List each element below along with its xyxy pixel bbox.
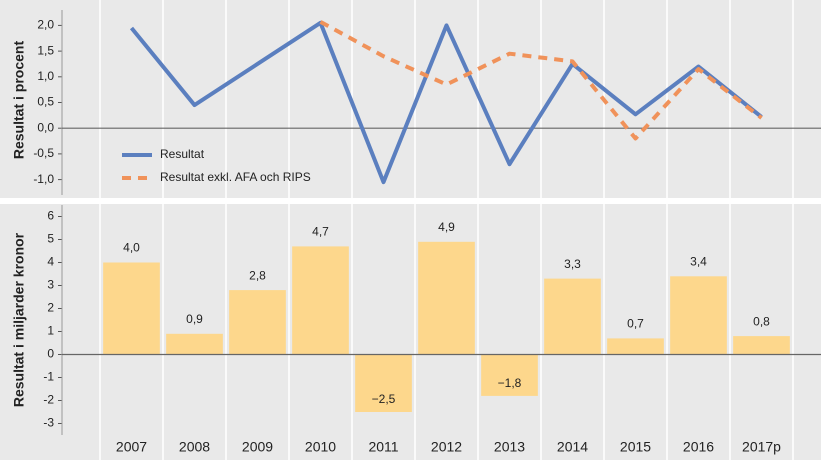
y-tick-label: 2,0 <box>37 18 54 32</box>
value-label: −1,8 <box>498 376 522 390</box>
value-label: 0,8 <box>753 314 770 328</box>
x-tick-label: 2007 <box>116 439 147 455</box>
x-tick-label: 2015 <box>620 439 651 455</box>
bar <box>292 246 349 355</box>
value-label: 2,8 <box>249 268 266 282</box>
x-tick-label: 2016 <box>683 439 714 455</box>
bar <box>481 354 538 396</box>
x-tick-label: 2012 <box>431 439 462 455</box>
legend-label: Resultat exkl. AFA och RIPS <box>160 170 311 184</box>
value-label: 0,7 <box>627 317 644 331</box>
y-tick-label: 0,5 <box>37 95 54 109</box>
y-tick-label: -1 <box>43 370 54 384</box>
y-tick-label: -2 <box>43 393 54 407</box>
x-tick-label: 2017p <box>742 439 781 455</box>
legend-label: Resultat <box>160 147 205 161</box>
y-tick-label: 5 <box>47 232 54 246</box>
y-axis-title: Resultat i procent <box>11 41 27 160</box>
bar <box>229 290 286 355</box>
x-tick-label: 2009 <box>242 439 273 455</box>
x-tick-label: 2011 <box>368 439 398 455</box>
bar <box>607 338 664 355</box>
x-tick-label: 2010 <box>305 439 336 455</box>
value-label: 0,9 <box>186 312 203 326</box>
line-series <box>129 20 763 185</box>
bar <box>418 241 475 355</box>
line-series <box>319 20 763 141</box>
x-tick-label: 2014 <box>557 439 588 455</box>
y-tick-label: 2 <box>47 301 54 315</box>
y-tick-label: 3 <box>47 278 54 292</box>
value-label: 4,9 <box>438 220 455 234</box>
value-label: −2,5 <box>372 392 396 406</box>
x-tick-label: 2008 <box>179 439 210 455</box>
y-tick-label: -1,0 <box>33 172 54 186</box>
y-tick-label: 1,0 <box>37 69 54 83</box>
panel-separator <box>0 198 821 204</box>
y-tick-label: 4 <box>47 255 54 269</box>
y-tick-label: 6 <box>47 209 54 223</box>
bar <box>544 278 601 355</box>
value-label: 3,4 <box>690 254 707 268</box>
x-tick-label: 2013 <box>494 439 525 455</box>
y-tick-label: 1,5 <box>37 43 54 57</box>
bar <box>355 354 412 412</box>
value-label: 4,7 <box>312 225 329 239</box>
bar <box>670 276 727 355</box>
y-tick-label: 0,0 <box>37 120 54 134</box>
bar <box>733 336 790 355</box>
bar <box>103 262 160 355</box>
value-label: 4,0 <box>123 241 140 255</box>
bar <box>166 333 223 355</box>
y-tick-label: 1 <box>47 324 54 338</box>
y-tick-label: -3 <box>43 416 54 430</box>
value-label: 3,3 <box>564 257 581 271</box>
y-tick-label: -0,5 <box>33 146 54 160</box>
y-axis-title: Resultat i miljarder kronor <box>11 232 27 407</box>
y-tick-label: 0 <box>47 347 54 361</box>
